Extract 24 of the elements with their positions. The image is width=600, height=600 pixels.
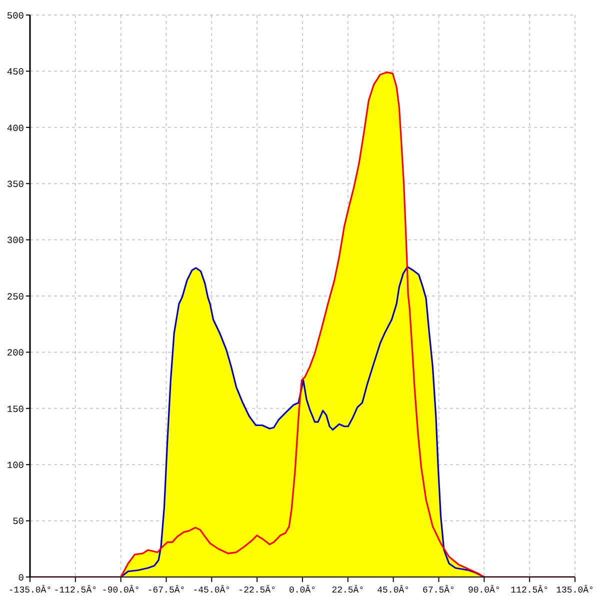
x-tick-label: 135.0Â° bbox=[556, 584, 594, 596]
x-tick-label: -90.0Â° bbox=[102, 584, 140, 596]
x-tick-label: 112.5Â° bbox=[510, 584, 548, 596]
y-tick-label: 100 bbox=[6, 460, 24, 471]
x-tick-label: 0.0Â° bbox=[288, 584, 316, 596]
y-tick-label: 250 bbox=[6, 291, 24, 302]
y-tick-label: 500 bbox=[6, 10, 24, 22]
y-tick-label: 50 bbox=[12, 516, 24, 528]
y-tick-label: 400 bbox=[6, 122, 24, 134]
y-tick-label: 0 bbox=[18, 572, 24, 584]
x-tick-label: 67.5Â° bbox=[422, 584, 455, 596]
x-tick-label: 45.0Â° bbox=[377, 584, 410, 596]
x-tick-label: 22.5Â° bbox=[332, 584, 364, 596]
y-tick-label: 450 bbox=[6, 66, 24, 78]
x-tick-label: 90.0Â° bbox=[468, 584, 500, 596]
x-tick-label: -45.0Â° bbox=[192, 584, 231, 596]
y-tick-label: 350 bbox=[6, 178, 24, 190]
y-tick-label: 200 bbox=[6, 348, 24, 359]
x-tick-label: -112.5Â° bbox=[54, 584, 98, 596]
x-tick-label: -135.0Â° bbox=[8, 584, 52, 596]
x-tick-label: -67.5Â° bbox=[147, 584, 186, 596]
x-tick-label: -22.5Â° bbox=[238, 584, 276, 596]
y-tick-label: 300 bbox=[6, 235, 24, 246]
y-tick-label: 150 bbox=[6, 404, 24, 415]
